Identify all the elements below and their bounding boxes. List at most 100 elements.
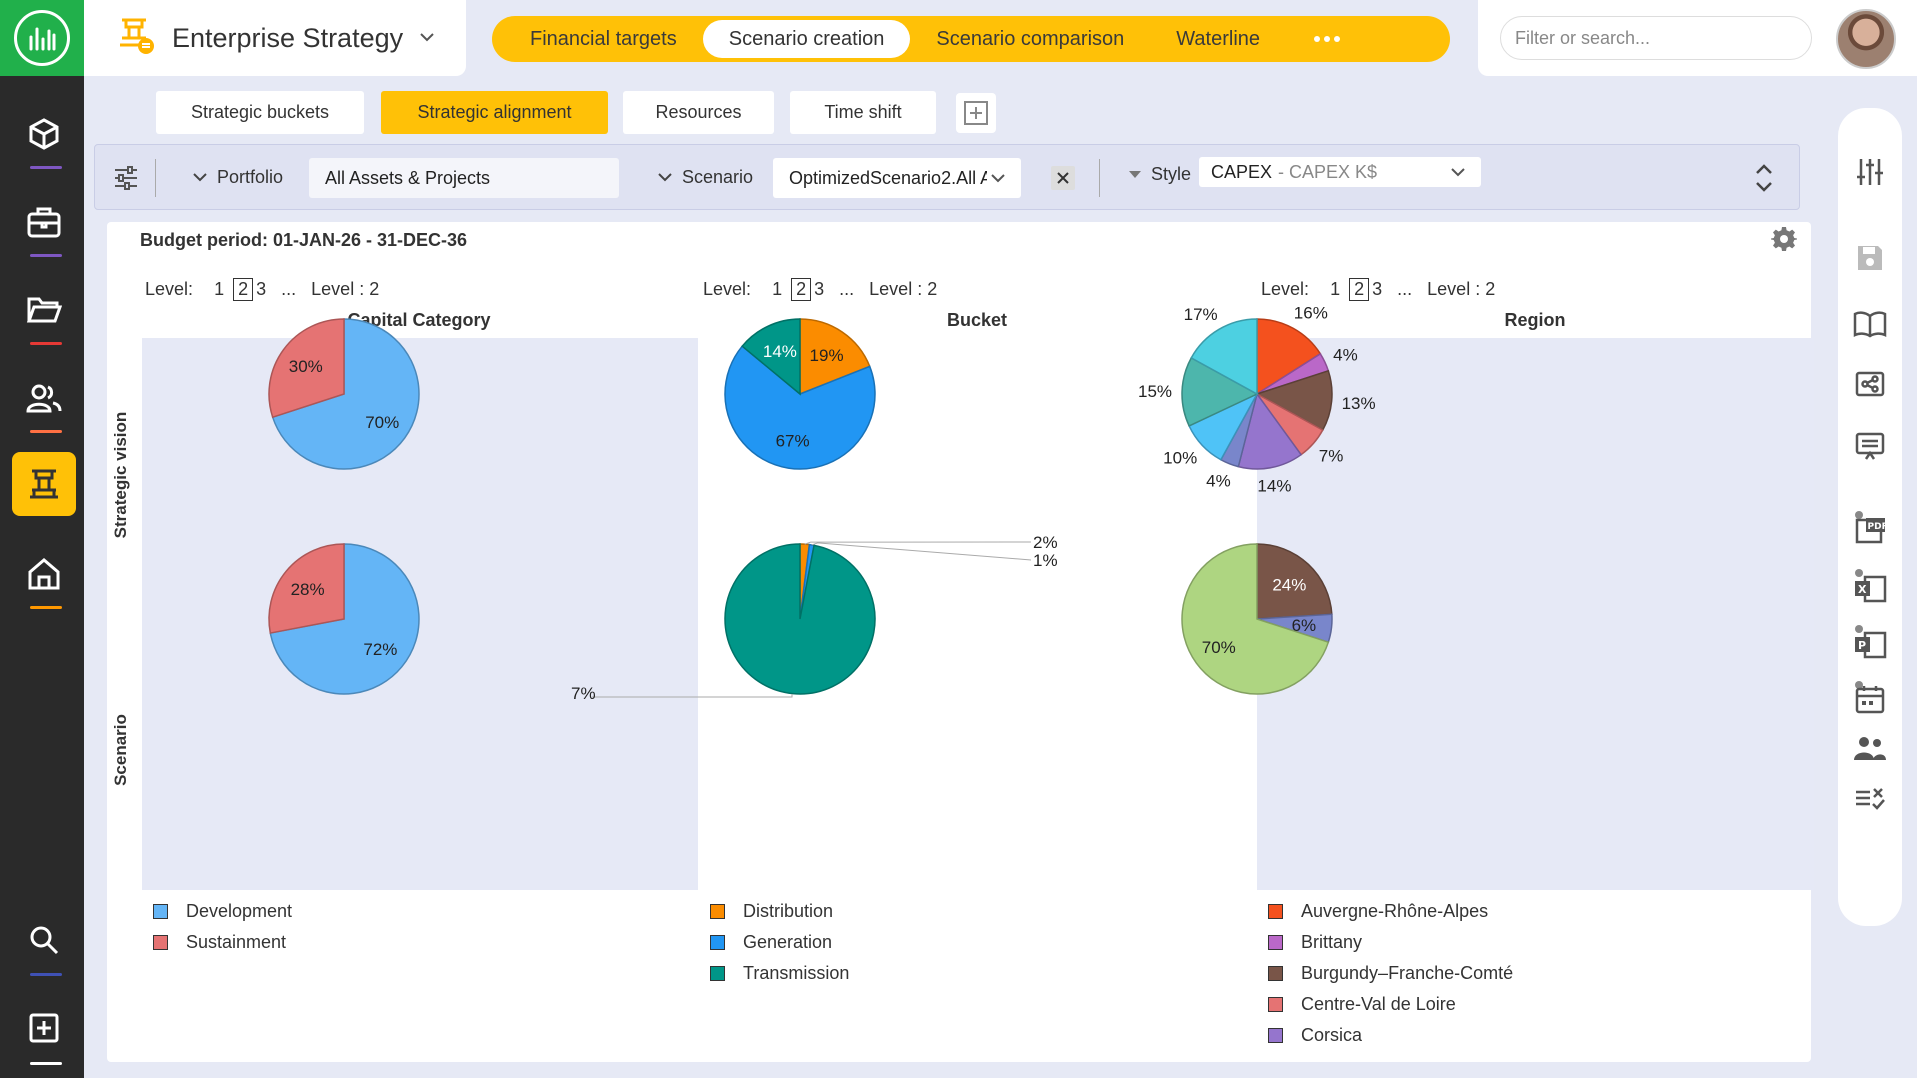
more-icon[interactable]: [1314, 36, 1341, 42]
caret-down-icon: [1129, 171, 1141, 178]
legend-item-burgundy[interactable]: Burgundy–Franche-Comté: [1222, 958, 1513, 989]
add-tab-button[interactable]: [956, 93, 996, 133]
tab-financial-targets[interactable]: Financial targets: [530, 27, 677, 50]
pie-slice[interactable]: [724, 543, 876, 695]
pie-chart-5: 24% 6% 70%: [1181, 543, 1333, 695]
pie-chart-4: 2%1% 7%: [571, 533, 1058, 703]
pie-label: 28%: [291, 580, 325, 599]
style-select[interactable]: CAPEX - CAPEX K$: [1199, 157, 1481, 187]
folder-icon[interactable]: [12, 278, 76, 342]
subtab-resources[interactable]: Resources: [623, 91, 774, 134]
scenario-select[interactable]: OptimizedScenario2.All Ass: [773, 158, 1021, 198]
pie-label: 16%: [1294, 304, 1328, 323]
legend-item-distribution[interactable]: Distribution: [664, 896, 849, 927]
subtab-time-shift[interactable]: Time shift: [790, 91, 936, 134]
team-icon[interactable]: [1850, 728, 1890, 768]
home-icon[interactable]: [12, 542, 76, 606]
pie-slice[interactable]: [799, 318, 871, 396]
subtab-strategic-alignment[interactable]: Strategic alignment: [381, 91, 608, 134]
pie-slice[interactable]: [1181, 543, 1330, 695]
chevron-down-icon[interactable]: [419, 29, 435, 47]
pie-slice[interactable]: [1255, 369, 1333, 432]
chevron-down-icon: [193, 173, 207, 182]
legend-item-corsica[interactable]: Corsica: [1222, 1020, 1513, 1051]
pie-label: 17%: [1184, 305, 1218, 324]
pie-slice[interactable]: [1190, 318, 1258, 396]
adjust-icon[interactable]: [1850, 152, 1890, 192]
column-title-bucket: Bucket: [946, 310, 1008, 330]
pie-slice[interactable]: [268, 543, 345, 634]
pie-slice[interactable]: [268, 318, 345, 419]
leader-line: [811, 542, 1032, 561]
level-3-button[interactable]: 3: [1372, 279, 1383, 299]
briefcase-icon[interactable]: [12, 190, 76, 254]
chevron-down-icon: [991, 173, 1005, 182]
users-icon[interactable]: [12, 366, 76, 430]
pie-slice[interactable]: [1256, 543, 1333, 620]
level-2-button[interactable]: 2: [791, 278, 812, 301]
excel-export-icon[interactable]: X: [1850, 566, 1890, 606]
subtab-strategic-buckets[interactable]: Strategic buckets: [156, 91, 364, 134]
level-2-button[interactable]: 2: [233, 278, 254, 301]
level-2-button[interactable]: 2: [1349, 278, 1370, 301]
pie-slice[interactable]: [724, 345, 876, 470]
legend-item-generation[interactable]: Generation: [664, 927, 849, 958]
legend-item-development[interactable]: Development: [107, 896, 292, 927]
pie-slice[interactable]: [271, 318, 420, 470]
portfolio-select[interactable]: All Assets & Projects: [309, 158, 619, 198]
app-logo[interactable]: [0, 0, 84, 76]
level-3-button[interactable]: 3: [814, 279, 825, 299]
share-icon[interactable]: [1850, 366, 1890, 406]
add-icon[interactable]: [12, 996, 76, 1060]
main-tab-bar: Financial targets Scenario creation Scen…: [492, 16, 1450, 62]
presentation-icon[interactable]: [1850, 426, 1890, 466]
chevron-down-icon: [1451, 167, 1465, 176]
style-label[interactable]: Style: [1129, 164, 1191, 185]
pie-label: 4%: [1333, 345, 1358, 364]
legend-item-brittany[interactable]: Brittany: [1222, 927, 1513, 958]
calendar-export-icon[interactable]: [1850, 678, 1890, 718]
checklist-icon[interactable]: [1850, 778, 1890, 818]
level-1-button[interactable]: 1: [1330, 279, 1341, 299]
pie-label: 67%: [776, 432, 810, 451]
pdf-export-icon[interactable]: PDF: [1850, 508, 1890, 548]
filter-settings-icon[interactable]: [113, 165, 139, 196]
level-selector-bucket: Level: 1 2 3 ... Level : 2: [703, 278, 938, 301]
pie-charts: 70% 30% 19% 67% 14% 16% 4% 13% 7% 14% 4% 10% 15% 17% 7…: [142, 304, 1814, 890]
legend-item-sustainment[interactable]: Sustainment: [107, 927, 292, 958]
tab-waterline[interactable]: Waterline: [1176, 27, 1261, 50]
pie-slice[interactable]: [1237, 392, 1303, 470]
level-1-button[interactable]: 1: [214, 279, 225, 299]
level-selector-region: Level: 1 2 3 ... Level : 2: [1261, 278, 1496, 301]
legend-item-centre-val-de-loire[interactable]: Centre-Val de Loire: [1222, 989, 1513, 1020]
clear-scenario-button[interactable]: [1051, 166, 1075, 190]
scenario-label[interactable]: Scenario: [658, 167, 753, 188]
pie-slice[interactable]: [1181, 356, 1259, 427]
pie-slice[interactable]: [1256, 318, 1322, 396]
level-1-button[interactable]: 1: [772, 279, 783, 299]
legend-item-transmission[interactable]: Transmission: [664, 958, 849, 989]
pie-slice[interactable]: [741, 318, 801, 396]
save-icon[interactable]: [1850, 238, 1890, 278]
search-input[interactable]: [1500, 16, 1812, 60]
gear-icon[interactable]: [1771, 226, 1797, 257]
tab-scenario-comparison[interactable]: Scenario comparison: [936, 27, 1125, 50]
portfolio-label[interactable]: Portfolio: [193, 167, 283, 188]
book-icon[interactable]: [1850, 304, 1890, 344]
app-title-box: Enterprise Strategy: [84, 0, 466, 76]
level-3-button[interactable]: 3: [256, 279, 267, 299]
logo-icon: [14, 10, 70, 66]
header-right: [1478, 0, 1917, 76]
powerpoint-export-icon[interactable]: P: [1850, 622, 1890, 662]
legend-item-auvergne[interactable]: Auvergne-Rhône-Alpes: [1222, 896, 1513, 927]
pie-label: 15%: [1138, 382, 1172, 401]
pie-label: 72%: [363, 640, 397, 659]
chevron-down-icon: [658, 173, 672, 182]
tab-scenario-creation[interactable]: Scenario creation: [702, 20, 911, 58]
search-icon[interactable]: [12, 908, 76, 972]
avatar[interactable]: [1836, 9, 1896, 69]
cube-icon[interactable]: [12, 102, 76, 166]
strategy-icon[interactable]: [12, 452, 76, 516]
left-navigation-rail: [0, 0, 84, 1078]
expand-collapse-icon[interactable]: [1755, 163, 1773, 198]
